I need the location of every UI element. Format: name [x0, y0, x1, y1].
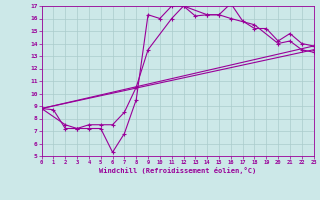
X-axis label: Windchill (Refroidissement éolien,°C): Windchill (Refroidissement éolien,°C): [99, 167, 256, 174]
